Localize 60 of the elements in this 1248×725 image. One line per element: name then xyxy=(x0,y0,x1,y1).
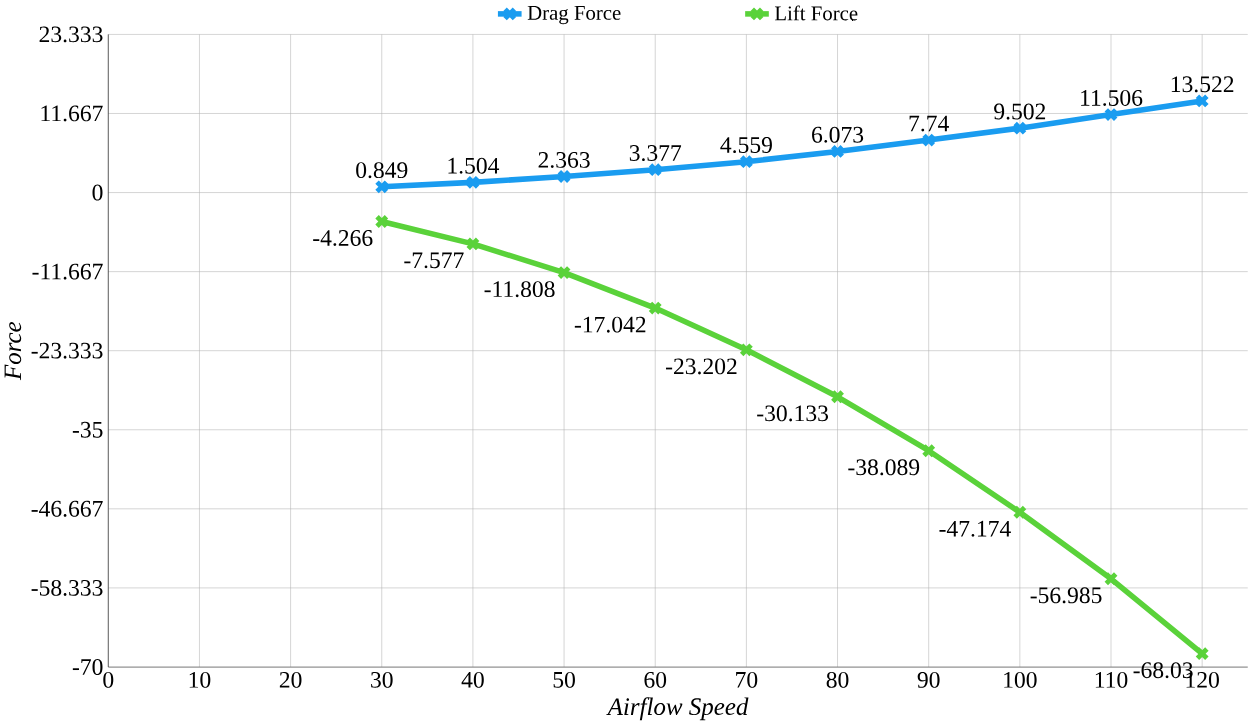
data-label: 2.363 xyxy=(538,152,590,169)
x-tick-label: 80 xyxy=(826,671,849,688)
point xyxy=(739,342,754,358)
data-label: -4.266 xyxy=(313,230,373,247)
point xyxy=(739,154,754,169)
point xyxy=(1103,107,1119,122)
data-label: 13.522 xyxy=(1171,76,1234,93)
y-tick-label: 0 xyxy=(92,184,103,201)
point xyxy=(465,175,481,190)
x-tick-label: 0 xyxy=(103,671,114,688)
x-tick-label: 20 xyxy=(279,671,302,688)
x-tick-label: 10 xyxy=(189,671,211,688)
x-tick-label: 40 xyxy=(461,671,484,688)
y-tick-label: -70 xyxy=(72,659,103,676)
legend-label: Drag Force xyxy=(527,6,621,25)
data-label: -23.202 xyxy=(665,358,737,375)
y-tick-label: 23.333 xyxy=(39,26,103,43)
data-label: 4.559 xyxy=(720,137,772,154)
data-label: 6.073 xyxy=(812,126,864,143)
data-label: -17.042 xyxy=(574,316,646,333)
x-tick-label: 100 xyxy=(1004,671,1037,688)
x-tick-label: 110 xyxy=(1095,671,1128,688)
point xyxy=(556,169,572,184)
x-tick-label: 90 xyxy=(917,671,940,688)
point xyxy=(921,443,936,458)
data-label: -11.808 xyxy=(484,281,555,298)
y-axis-title: Force xyxy=(4,322,22,381)
point xyxy=(921,133,936,148)
x-tick-label: 60 xyxy=(644,671,667,688)
data-label: -47.174 xyxy=(939,520,1011,537)
y-tick-label: 11.667 xyxy=(41,105,103,122)
data-label: 1.504 xyxy=(448,157,500,174)
point xyxy=(556,265,572,280)
legend-label: Lift Force xyxy=(774,5,858,21)
data-label: 0.849 xyxy=(356,162,408,179)
data-label: -30.133 xyxy=(757,405,829,422)
point xyxy=(1103,571,1119,587)
y-tick-label: -23.333 xyxy=(31,342,103,359)
x-axis-title: Airflow Speed xyxy=(606,697,749,721)
point xyxy=(830,389,845,405)
data-label: 9.502 xyxy=(994,103,1046,120)
y-tick-label: -35 xyxy=(72,421,103,438)
x-tick-label: 50 xyxy=(553,671,575,688)
point xyxy=(648,301,663,316)
x-tick-label: 30 xyxy=(371,671,393,688)
point xyxy=(1012,505,1027,520)
point xyxy=(465,236,481,252)
data-label: 11.506 xyxy=(1081,90,1143,107)
data-label: -38.089 xyxy=(848,459,920,476)
data-label: 3.377 xyxy=(629,145,682,162)
point xyxy=(830,144,845,159)
y-tick-label: -46.667 xyxy=(31,500,103,517)
x-tick-label: 70 xyxy=(736,671,758,688)
y-tick-label: -11.667 xyxy=(32,263,103,280)
point xyxy=(1012,121,1027,136)
data-label: 7.74 xyxy=(909,115,949,132)
point xyxy=(648,162,663,177)
data-label: -56.985 xyxy=(1030,587,1102,604)
data-label: -7.577 xyxy=(404,252,464,269)
y-tick-label: -58.333 xyxy=(31,580,103,596)
